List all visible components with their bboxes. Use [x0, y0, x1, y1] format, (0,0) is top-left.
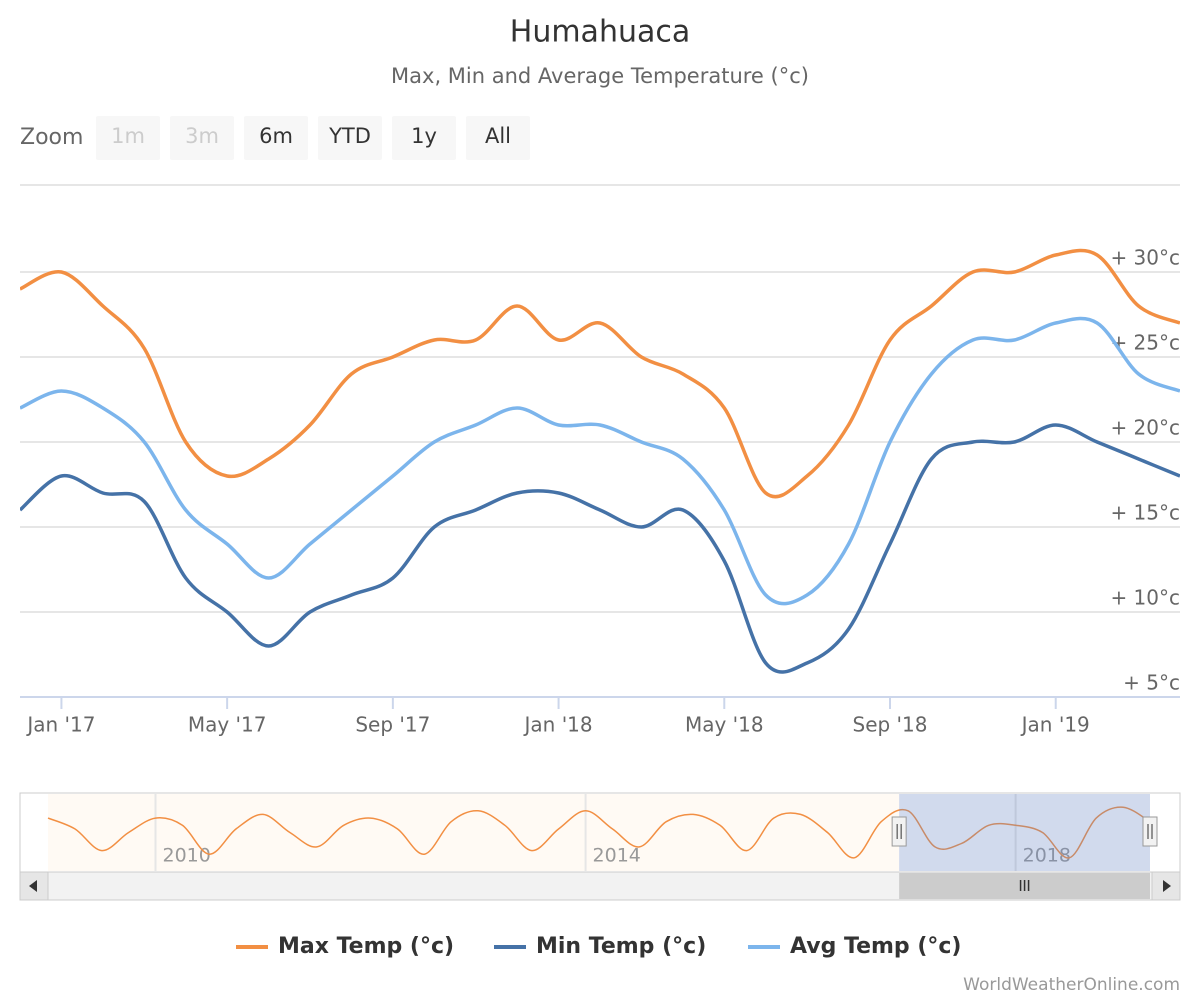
- y-tick-label: + 30°c: [1110, 246, 1180, 270]
- chart-subtitle: Max, Min and Average Temperature (°c): [391, 64, 809, 88]
- zoom-button-label: 6m: [259, 124, 293, 148]
- x-tick-label: Jan '19: [1020, 713, 1090, 737]
- x-tick-label: Jan '17: [25, 713, 95, 737]
- zoom-button-label: 3m: [185, 124, 219, 148]
- y-tick-label: + 15°c: [1110, 501, 1180, 525]
- legend-label[interactable]: Max Temp (°c): [278, 934, 454, 959]
- x-tick-label: Sep '17: [355, 713, 430, 737]
- credits: WorldWeatherOnline.com: [963, 975, 1180, 995]
- navigator-handle[interactable]: [891, 816, 907, 847]
- zoom-button[interactable]: [466, 116, 530, 160]
- zoom-button: [170, 116, 234, 160]
- navigator-label: 2010: [163, 845, 211, 867]
- navigator-handle[interactable]: [1142, 816, 1158, 847]
- zoom-button: [96, 116, 160, 160]
- navigator-label: 2014: [593, 845, 641, 867]
- x-tick-label: Jan '18: [523, 713, 593, 737]
- navigator-line: [47, 806, 1151, 859]
- zoom-button-label: 1y: [411, 124, 437, 148]
- legend-label[interactable]: Min Temp (°c): [536, 934, 706, 959]
- zoom-button-label: 1m: [111, 124, 145, 148]
- series-line: [20, 248, 1180, 499]
- arrow-right: [1163, 880, 1171, 892]
- legend-label[interactable]: Avg Temp (°c): [790, 934, 961, 959]
- zoom-button[interactable]: [318, 116, 382, 160]
- zoom-button-label: All: [485, 124, 511, 148]
- y-tick-label: + 20°c: [1110, 416, 1180, 440]
- zoom-label: Zoom: [20, 125, 83, 150]
- arrow-left: [29, 880, 37, 892]
- zoom-button-label: YTD: [328, 124, 371, 148]
- navigator-frame: [19, 792, 1181, 873]
- navigator-label: 2018: [1023, 845, 1071, 867]
- series-line: [20, 316, 1180, 606]
- x-tick-label: May '17: [188, 713, 267, 737]
- y-tick-label: + 10°c: [1110, 586, 1180, 610]
- y-tick-label: + 5°c: [1123, 671, 1180, 695]
- zoom-button[interactable]: [392, 116, 456, 160]
- series-line: [20, 423, 1180, 674]
- x-tick-label: Sep '18: [853, 713, 928, 737]
- chart-title: Humahuaca: [510, 15, 690, 50]
- navigator-selection: [899, 794, 1150, 871]
- x-tick-label: May '18: [685, 713, 764, 737]
- zoom-button[interactable]: [244, 116, 308, 160]
